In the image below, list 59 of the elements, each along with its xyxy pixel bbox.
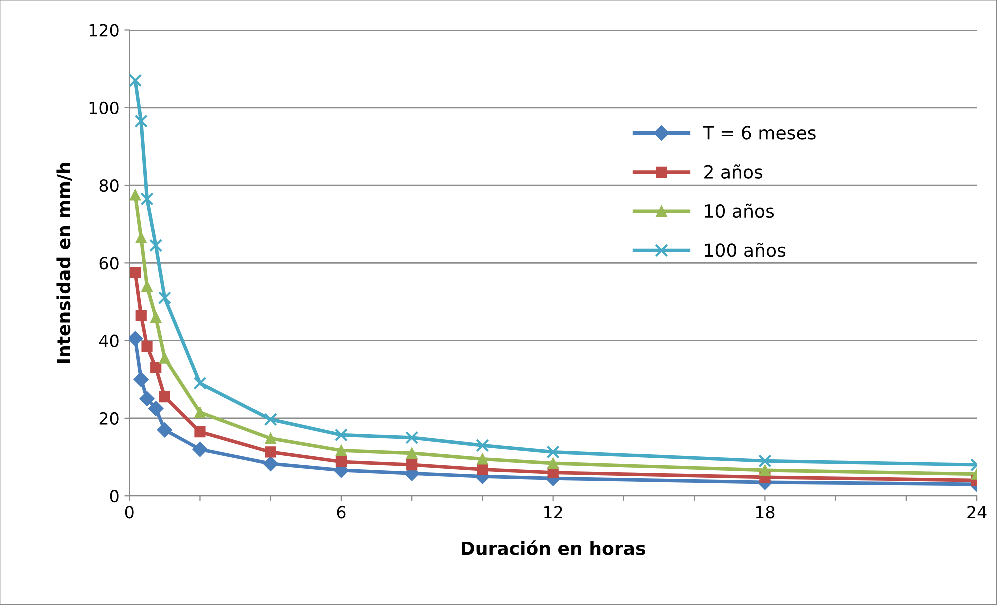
point [758, 454, 772, 468]
point [476, 439, 490, 452]
point [194, 407, 206, 418]
point [140, 391, 155, 407]
y-tick-label: 0 [110, 490, 119, 503]
point [130, 331, 144, 346]
point [334, 428, 348, 442]
legend-label: T = 6 meses [703, 126, 816, 140]
point [406, 459, 418, 471]
y-tick-label: 20 [100, 412, 119, 426]
x-tick-label: 12 [544, 506, 562, 518]
y-tick-label: 40 [99, 334, 119, 348]
y-tick-label: 60 [100, 257, 119, 270]
point [336, 445, 348, 456]
point [130, 267, 142, 278]
point [477, 454, 488, 465]
point [158, 292, 172, 305]
point [130, 74, 142, 88]
x-tick-label: 0 [125, 506, 134, 519]
x-axis-title: Duración en horas [462, 540, 646, 556]
y-tick-label: 80 [100, 179, 119, 192]
point [264, 413, 278, 426]
point [140, 192, 154, 206]
point [336, 456, 348, 468]
point [405, 431, 419, 444]
legend-label: 2 años [704, 164, 763, 179]
point [406, 448, 418, 459]
legend-label: 10 años [705, 204, 774, 218]
point [265, 446, 276, 458]
legend-label: 100 años [705, 242, 786, 258]
point [263, 456, 278, 472]
point [194, 376, 207, 390]
point [546, 446, 560, 459]
point [192, 442, 208, 458]
point [265, 433, 276, 444]
point [157, 422, 172, 438]
point [548, 458, 559, 470]
point [148, 401, 164, 416]
point [134, 372, 149, 388]
x-tick-label: 18 [756, 506, 775, 519]
point [142, 341, 153, 352]
point [142, 280, 153, 292]
point [136, 232, 147, 244]
point [760, 464, 771, 476]
point [477, 464, 488, 476]
point [149, 239, 163, 252]
point [136, 310, 147, 322]
x-tick-label: 24 [968, 506, 987, 518]
y-tick-label: 100 [90, 102, 119, 114]
y-tick-label: 120 [90, 24, 119, 37]
point [130, 190, 142, 201]
point [150, 312, 162, 324]
point [134, 114, 148, 128]
point [159, 352, 170, 364]
x-tick-label: 6 [337, 506, 346, 519]
point [194, 426, 206, 438]
point [159, 392, 170, 403]
y-axis-title: Intensidad en mm/h [56, 163, 72, 364]
point [150, 362, 162, 374]
